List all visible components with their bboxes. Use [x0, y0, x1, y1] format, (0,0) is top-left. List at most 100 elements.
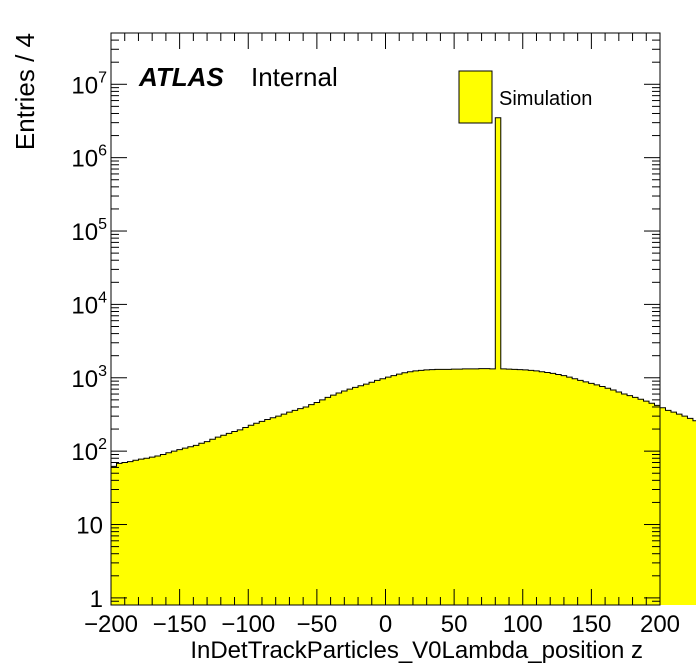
histogram-bin	[605, 388, 611, 605]
x-tick-label: 150	[571, 611, 611, 638]
x-tick-label: 50	[441, 611, 468, 638]
histogram-bin	[588, 383, 595, 605]
histogram-bin	[292, 410, 298, 605]
histogram-bin	[358, 385, 364, 605]
histogram-bin	[445, 369, 452, 605]
histogram-bin	[209, 439, 216, 605]
histogram-bin	[149, 457, 155, 605]
histogram-bin	[489, 368, 496, 605]
histogram-bin	[396, 374, 402, 605]
histogram-bin	[462, 368, 468, 605]
histogram-bin	[632, 397, 639, 605]
histogram-bin	[193, 445, 199, 605]
histogram-bin	[132, 460, 139, 605]
histogram-bin	[643, 401, 650, 605]
x-tick-label: 100	[503, 611, 543, 638]
histogram-bin	[440, 369, 446, 605]
x-tick-label: 0	[379, 611, 392, 638]
tick-labels: −200 −150 −100 −50 0 50 100 150 200 1 10 102 103 104 1…	[71, 69, 680, 638]
histogram-bin	[676, 414, 682, 605]
histogram-bin	[681, 416, 688, 605]
histogram-bin	[429, 369, 435, 605]
histogram-bin	[325, 397, 331, 605]
y-tick-label: 104	[71, 289, 107, 319]
histogram-bin	[566, 377, 573, 605]
histogram-bin	[456, 369, 463, 605]
histogram-bin	[583, 381, 589, 605]
histogram-bin	[544, 372, 551, 605]
histogram-bin	[528, 370, 534, 605]
histogram-bin	[665, 410, 671, 605]
histogram-bin	[599, 386, 606, 605]
histogram-bin	[660, 407, 666, 605]
histogram-bin	[242, 427, 249, 605]
histogram-bin	[204, 441, 210, 605]
histogram-bin	[434, 369, 441, 605]
histogram-bin	[138, 459, 144, 605]
legend: Simulation	[458, 70, 592, 124]
histogram-bin	[248, 425, 254, 605]
histogram-bin	[418, 370, 424, 605]
histogram-bin	[649, 403, 655, 605]
histogram-bin	[281, 414, 287, 605]
histogram-bin	[226, 433, 232, 605]
histogram-bin	[314, 402, 320, 605]
histogram-bin	[511, 369, 518, 605]
histogram-bin	[220, 435, 227, 605]
histogram-outline	[110, 117, 696, 605]
histogram-bin	[187, 446, 194, 605]
histogram-bin	[198, 443, 205, 605]
histogram-bin	[638, 399, 644, 605]
histogram-bin	[259, 421, 265, 605]
histogram-bin	[401, 372, 408, 605]
x-tick-label: −150	[153, 611, 207, 638]
histogram-bin	[127, 461, 133, 605]
histogram-bin	[336, 393, 342, 605]
histogram-bin	[352, 387, 359, 605]
histogram-bin	[297, 408, 304, 605]
histogram-bin	[176, 449, 183, 605]
histogram-bin	[495, 117, 501, 605]
histogram-bin	[407, 371, 413, 605]
histogram-bin	[165, 452, 172, 605]
histogram-bin	[121, 462, 128, 605]
histogram-bin	[369, 382, 375, 605]
histogram-bin	[347, 389, 353, 605]
legend-swatch-simulation	[458, 70, 493, 124]
histogram-bin	[506, 369, 512, 605]
y-tick-label: 102	[71, 436, 107, 466]
histogram-bin	[231, 431, 238, 605]
histogram-bin	[423, 369, 430, 605]
x-tick-label: −100	[221, 611, 275, 638]
y-axis-label: Entries / 4	[10, 33, 40, 150]
y-tick-label: 103	[71, 363, 107, 393]
x-tick-label: −200	[84, 611, 138, 638]
x-tick-label: 200	[640, 611, 680, 638]
histogram-bin	[116, 463, 122, 605]
histogram-bin	[594, 384, 600, 605]
histogram-bin	[533, 370, 540, 605]
histogram-bin	[555, 374, 562, 605]
atlas-label: ATLAS Internal	[138, 62, 338, 92]
y-tick-label: 105	[71, 216, 107, 246]
histogram-bin	[160, 454, 166, 605]
x-axis-label: InDetTrackParticles_V0Lambda_position z	[190, 637, 643, 664]
histogram-bin	[154, 455, 161, 605]
histogram-bin	[687, 418, 693, 605]
axis-ticks	[110, 32, 661, 606]
histogram-bin	[171, 451, 177, 605]
histogram-bin	[517, 369, 523, 605]
histogram-bin	[610, 390, 617, 605]
histogram-bin	[374, 380, 381, 605]
histogram-bin	[215, 437, 221, 605]
histogram-bin	[275, 416, 282, 605]
histogram-bin	[303, 406, 309, 605]
y-tick-label: 10	[76, 513, 103, 540]
histogram-bin	[385, 377, 391, 605]
histogram-bin	[253, 423, 260, 605]
histogram-bin	[451, 369, 457, 605]
histogram-bin	[286, 412, 293, 605]
histogram-bin	[616, 391, 622, 605]
x-tick-label: −50	[297, 611, 338, 638]
histogram-bin	[390, 375, 397, 605]
